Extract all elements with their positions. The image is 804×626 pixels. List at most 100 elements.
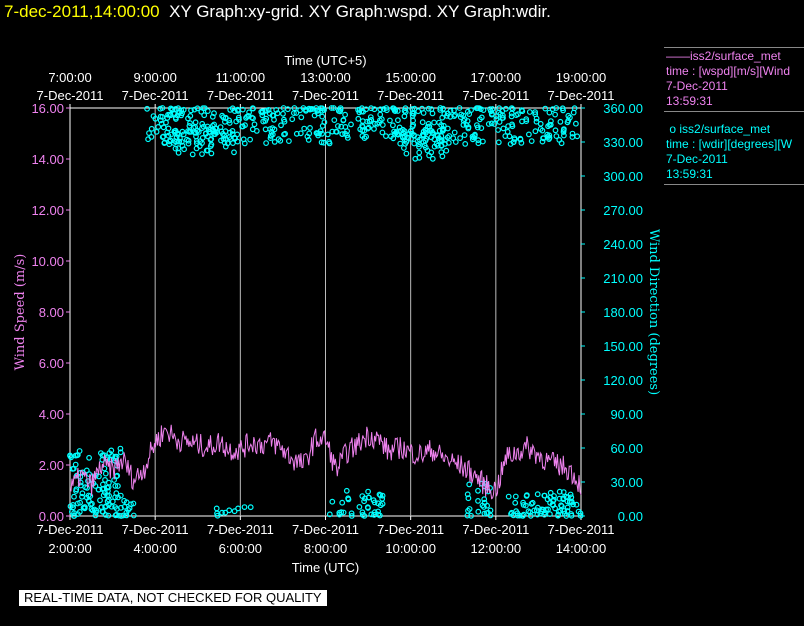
wdir-point — [440, 122, 447, 129]
wdir-point — [475, 508, 482, 515]
wdir-point — [275, 136, 282, 143]
wdir-point — [401, 113, 408, 120]
right-tick-label: 330.00 — [603, 135, 643, 150]
bottom-axis-label: Time (UTC) — [292, 560, 359, 575]
wdir-point — [185, 140, 192, 147]
wdir-point — [359, 512, 366, 518]
wdir-point — [476, 105, 482, 111]
right-tick-label: 60.00 — [610, 441, 643, 456]
legend-wdir-time: 13:59:31 — [666, 167, 713, 181]
wdir-point — [390, 122, 396, 129]
wdir-point — [401, 107, 408, 114]
wdir-point — [232, 135, 239, 142]
wdir-point — [305, 136, 312, 143]
wdir-point — [355, 106, 362, 113]
legend-wspd-time: 13:59:31 — [666, 94, 713, 108]
wdir-point — [319, 130, 326, 137]
wdir-point — [569, 134, 576, 140]
wdir-point — [479, 502, 486, 509]
wdir-point — [337, 108, 344, 115]
wdir-point — [153, 128, 160, 135]
wdir-point — [561, 132, 567, 139]
wdir-point — [293, 130, 300, 137]
legend-wspd: ——iss2/surface_met time : [wspd][m/s][Wi… — [664, 47, 804, 112]
wdir-point — [409, 112, 416, 119]
wdir-point — [564, 498, 571, 505]
top-tick-date: 7-Dec-2011 — [548, 88, 615, 103]
wdir-point — [357, 126, 364, 133]
wdir-point — [556, 495, 563, 502]
wdir-point — [407, 128, 414, 135]
wdir-point — [70, 465, 77, 472]
wdir-point — [458, 111, 465, 118]
legend-wdir-desc: time : [wdir][degrees][W — [666, 137, 793, 151]
wdir-point — [340, 117, 347, 124]
wdir-point — [186, 122, 193, 129]
wdir-point — [189, 151, 196, 158]
wdir-point — [419, 131, 426, 138]
wdir-point — [81, 504, 88, 510]
wdir-point — [71, 513, 78, 519]
wdir-point — [402, 140, 409, 147]
wdir-point — [335, 123, 341, 129]
wdir-point — [446, 133, 453, 139]
wdir-point — [397, 140, 404, 147]
right-tick-label: 150.00 — [603, 339, 643, 354]
top-axis-label: Time (UTC+5) — [284, 53, 366, 68]
wdir-point — [229, 127, 236, 134]
top-tick-time: 15:00:00 — [385, 70, 436, 85]
wdir-point — [123, 499, 130, 506]
wdir-point — [487, 507, 494, 514]
top-tick-time: 7:00:00 — [48, 70, 91, 85]
wdir-point — [462, 140, 469, 147]
wdir-point — [117, 449, 124, 456]
wdir-point — [318, 139, 325, 146]
wdir-point — [105, 512, 112, 519]
wdir-point — [493, 116, 500, 123]
wdir-point — [331, 117, 338, 123]
wdir-point — [545, 123, 551, 130]
wdir-point — [76, 509, 83, 515]
wdir-point — [281, 131, 287, 138]
bottom-tick-time: 14:00:00 — [556, 541, 607, 556]
wdir-point — [270, 112, 277, 119]
wdir-point — [546, 121, 553, 128]
wdir-point — [564, 504, 571, 511]
wdir-point — [509, 106, 516, 112]
wdir-point — [525, 508, 532, 515]
wdir-point — [308, 105, 315, 112]
wdir-point — [301, 125, 308, 132]
wdir-point — [106, 492, 112, 499]
wspd-series — [69, 424, 582, 500]
wdir-point — [179, 142, 186, 149]
bottom-tick-time: 8:00:00 — [304, 541, 347, 556]
wdir-point — [377, 106, 384, 113]
wdir-point — [528, 138, 535, 145]
wdir-point — [204, 108, 211, 114]
bottom-tick-date: 7-Dec-2011 — [292, 522, 359, 537]
wdir-point — [442, 140, 448, 147]
wdir-point — [113, 506, 120, 512]
wdir-point — [165, 132, 172, 139]
wdir-point — [444, 110, 451, 117]
wdir-point — [478, 125, 485, 132]
wdir-point — [523, 116, 530, 123]
wdir-point — [556, 488, 563, 495]
wdir-point — [392, 108, 399, 114]
wdir-point — [436, 119, 443, 126]
wdir-point — [251, 121, 258, 128]
wdir-point — [461, 116, 468, 123]
wdir-point — [197, 138, 204, 145]
wdir-point — [126, 505, 133, 512]
wdir-point — [324, 131, 331, 138]
top-tick-date: 7-Dec-2011 — [292, 88, 359, 103]
wdir-point — [437, 105, 444, 111]
wdir-point — [397, 127, 404, 134]
wdir-point — [204, 147, 211, 154]
wdir-point — [401, 133, 408, 140]
wdir-point — [359, 132, 366, 139]
wdir-point — [461, 132, 468, 139]
wdir-point — [176, 109, 183, 116]
wdir-point — [172, 145, 179, 152]
